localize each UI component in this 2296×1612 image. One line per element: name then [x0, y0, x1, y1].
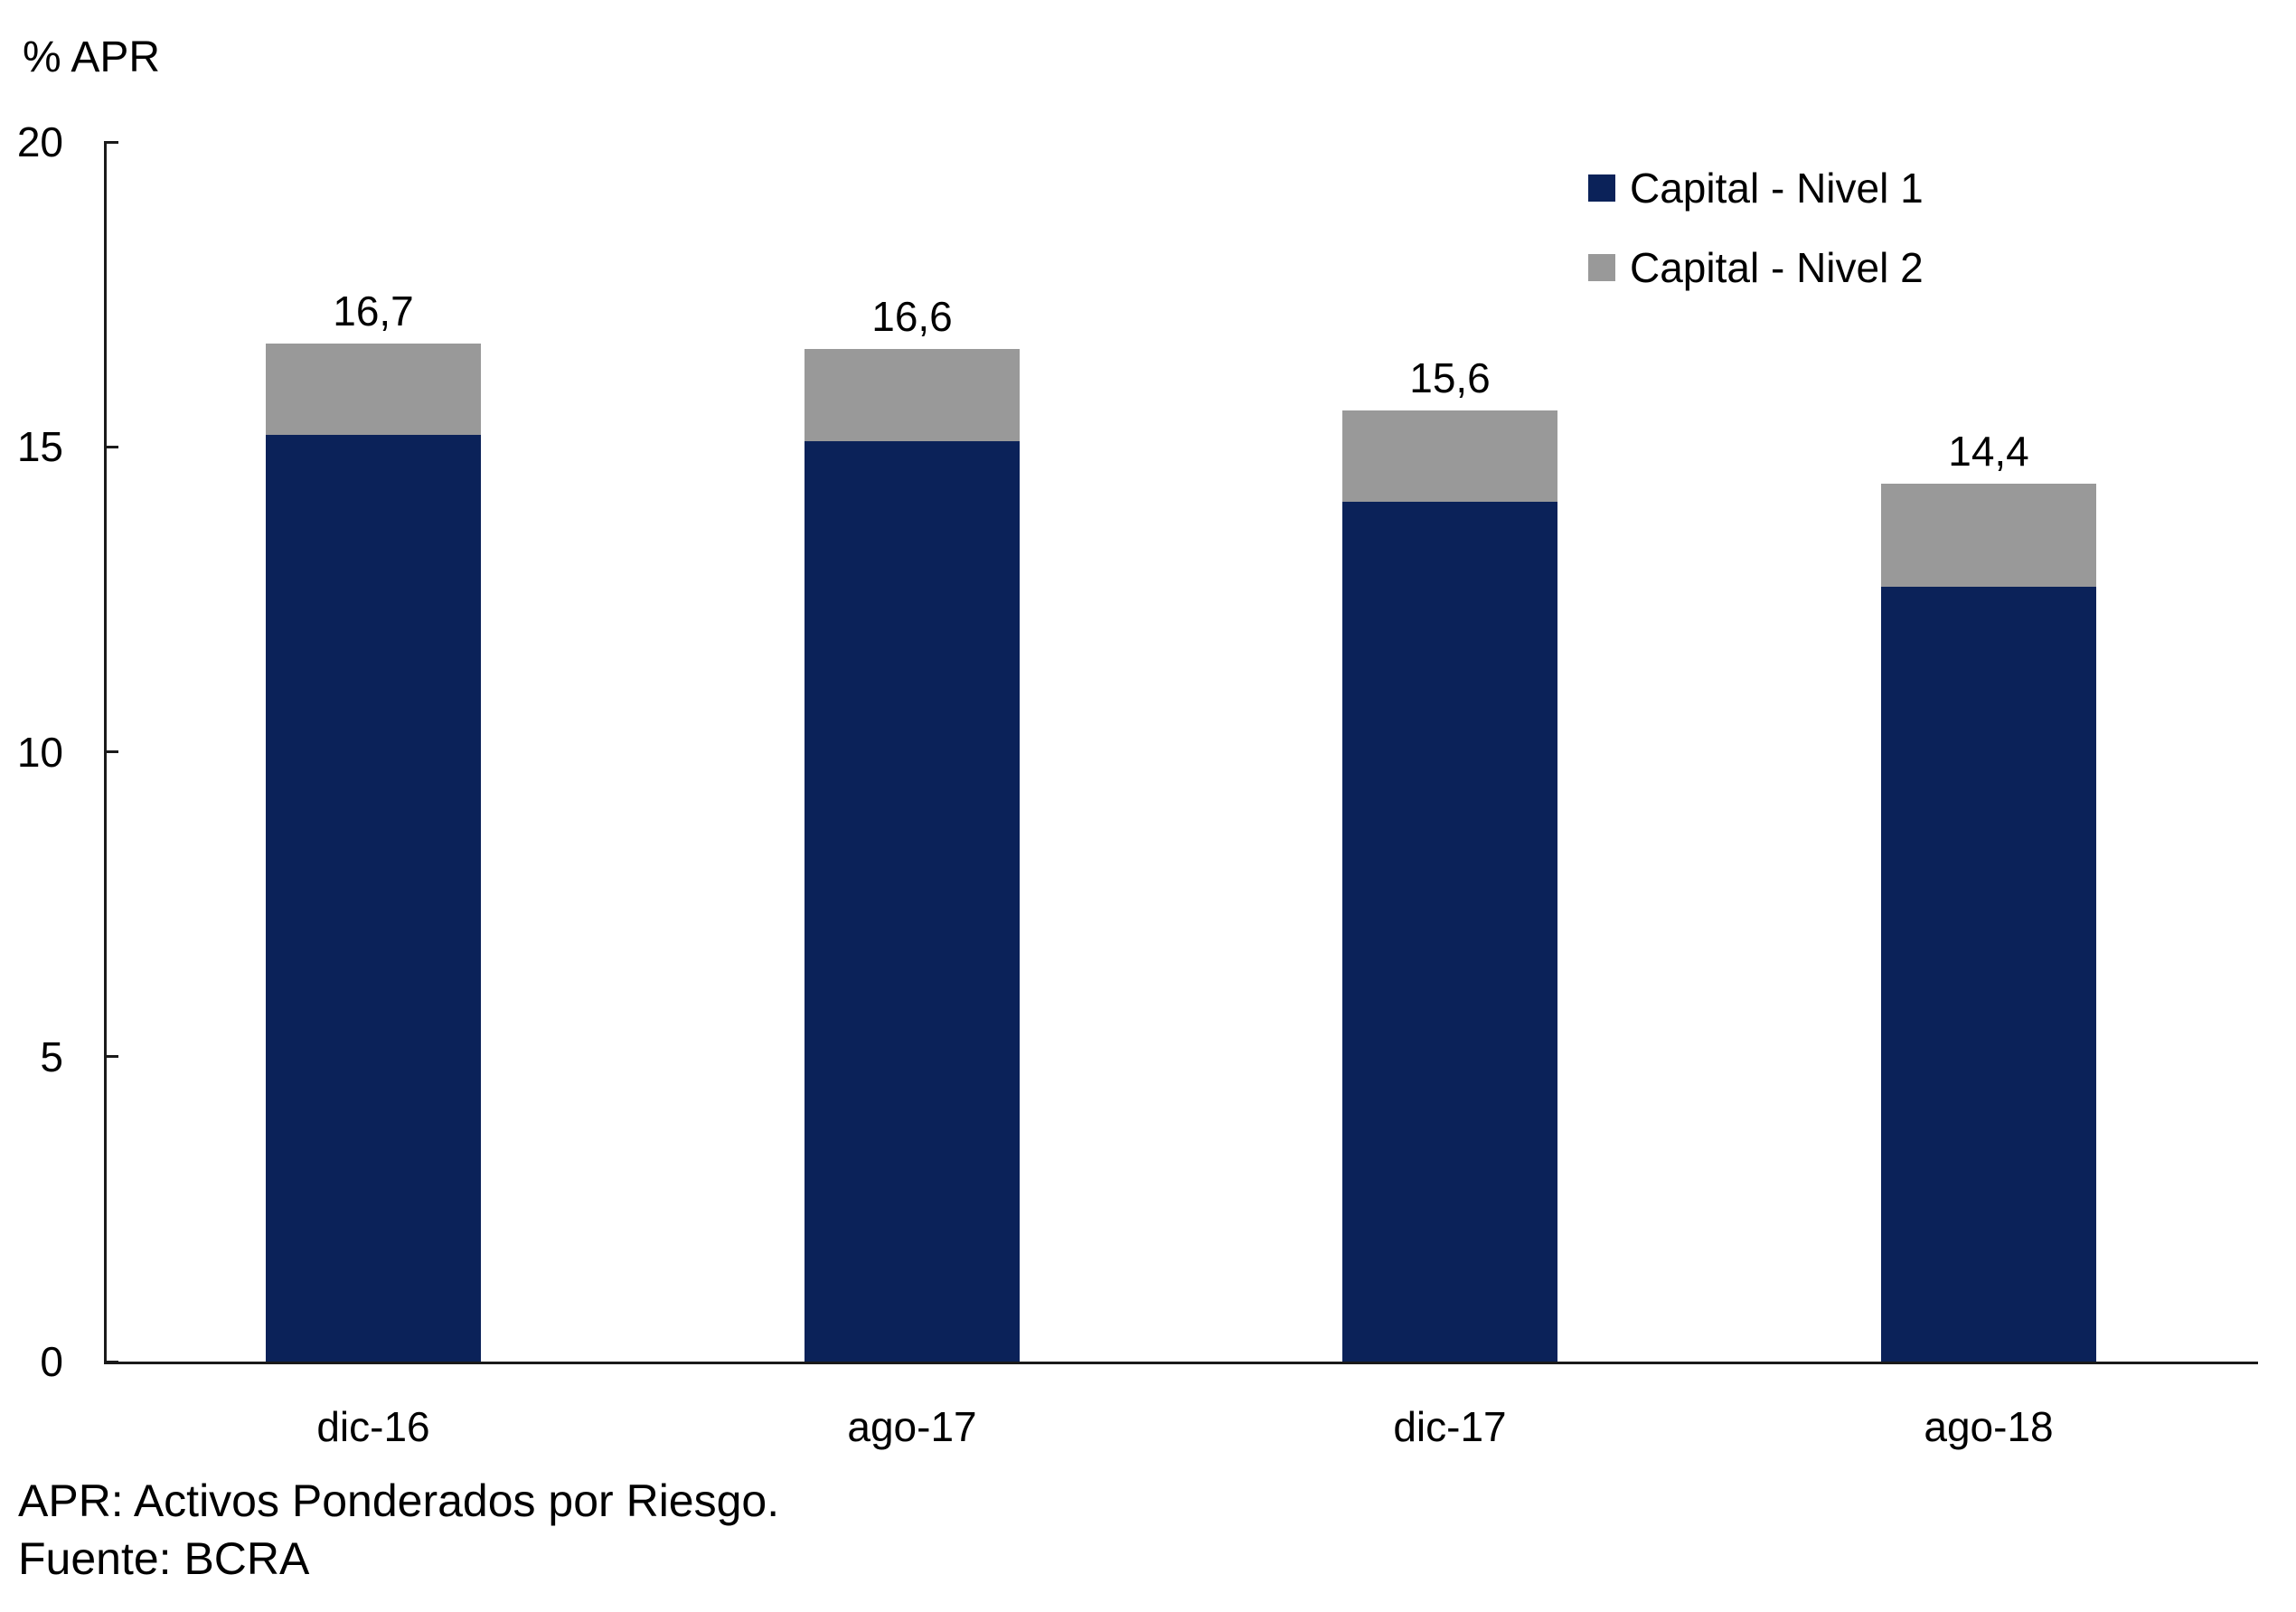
legend: Capital - Nivel 1 Capital - Nivel 2: [1588, 167, 1924, 326]
footnote-source: Fuente: BCRA: [18, 1533, 310, 1584]
x-axis-category-label-dic-17: dic-17: [1393, 1403, 1507, 1450]
y-axis-line: [104, 142, 107, 1364]
y-axis-tick: [104, 445, 118, 448]
x-axis-category-label-ago-18: ago-18: [1924, 1403, 2054, 1450]
y-axis-unit-label: % APR: [23, 33, 161, 81]
x-axis-category-label-dic-16: dic-16: [316, 1403, 430, 1450]
legend-label-nivel-1: Capital - Nivel 1: [1630, 165, 1924, 212]
x-axis-line: [104, 1362, 2258, 1364]
legend-label-nivel-2: Capital - Nivel 2: [1630, 244, 1924, 291]
bar-segment-ago-18-nivel-1: [1881, 587, 2096, 1362]
bar-segment-dic-16-nivel-1: [266, 434, 481, 1362]
x-axis-category-label-ago-17: ago-17: [847, 1403, 977, 1450]
bar-total-label-ago-17: 16,6: [871, 293, 953, 341]
bar-segment-ago-18-nivel-2: [1881, 483, 2096, 588]
bar-total-label-ago-18: 14,4: [1948, 427, 2029, 475]
y-axis-tick: [104, 750, 118, 753]
y-axis-tick: [104, 140, 118, 144]
legend-swatch-nivel-1: [1588, 174, 1615, 202]
bar-total-label-dic-17: 15,6: [1409, 354, 1491, 401]
footnote-apr-definition: APR: Activos Ponderados por Riesgo.: [18, 1475, 780, 1526]
bar-segment-dic-17-nivel-2: [1342, 410, 1557, 502]
y-axis-tick: [104, 1360, 118, 1363]
bar-segment-ago-17-nivel-1: [805, 440, 1020, 1362]
y-axis-tick-label: 20: [16, 118, 63, 165]
legend-item-nivel-1: Capital - Nivel 1: [1588, 167, 1924, 209]
y-axis-tick: [104, 1055, 118, 1059]
y-axis-tick-label: 15: [16, 423, 63, 471]
footnotes: APR: Activos Ponderados por Riesgo. Fuen…: [18, 1472, 779, 1588]
y-axis-tick-label: 10: [16, 728, 63, 776]
bar-segment-dic-16-nivel-2: [266, 343, 481, 435]
bar-total-label-dic-16: 16,7: [333, 287, 414, 335]
y-axis-tick-label: 5: [40, 1032, 63, 1080]
y-axis-tick-label: 0: [40, 1338, 63, 1385]
bar-segment-ago-17-nivel-2: [805, 349, 1020, 441]
legend-swatch-nivel-2: [1588, 254, 1615, 281]
legend-item-nivel-2: Capital - Nivel 2: [1588, 247, 1924, 288]
bar-segment-dic-17-nivel-1: [1342, 501, 1557, 1362]
